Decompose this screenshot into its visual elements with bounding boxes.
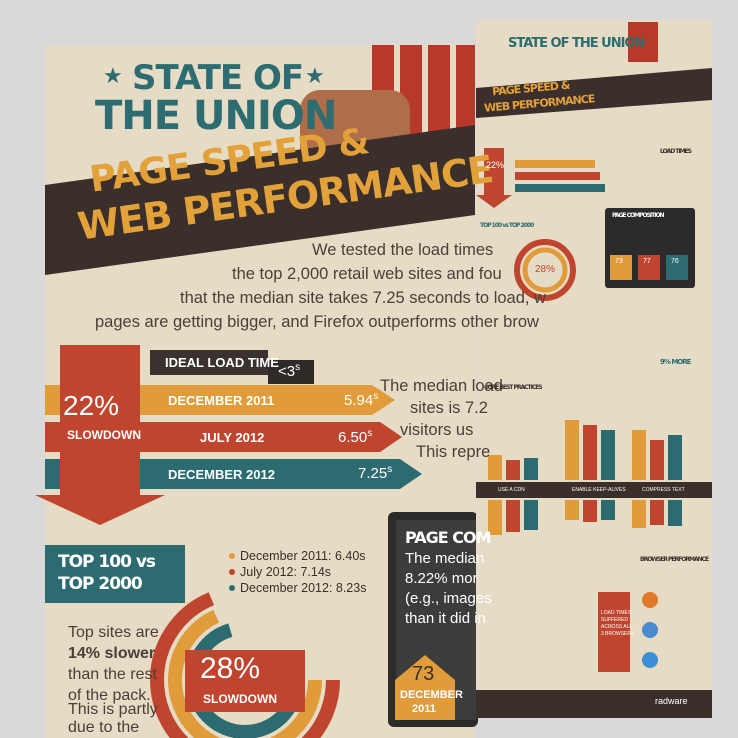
legend-dot bbox=[229, 585, 235, 591]
legend-entry: July 2012: 7.14s bbox=[240, 565, 332, 579]
composition-title: PAGE COM bbox=[405, 528, 492, 547]
row-unit: s bbox=[367, 428, 373, 439]
thumb-title: STATE OF THE UNION bbox=[508, 36, 645, 51]
thumb-slowdown: 28% bbox=[535, 264, 556, 275]
top100-banner bbox=[45, 545, 185, 603]
intro: We tested the load times bbox=[312, 241, 494, 259]
row-value: 7.25 bbox=[358, 465, 388, 482]
row-label: JULY 2012 bbox=[200, 430, 265, 445]
thumb-slowdown: 22% bbox=[486, 160, 505, 170]
thumb-composition: 76 bbox=[671, 258, 679, 265]
slowdown-label: SLOWDOWN bbox=[67, 428, 141, 442]
composition-value: 73 bbox=[412, 663, 435, 685]
banner bbox=[45, 125, 475, 275]
title: STATE OF bbox=[132, 58, 304, 98]
thumb-section: TOP 100 vs TOP 2000 bbox=[480, 222, 534, 229]
body-text: 14% slower bbox=[68, 645, 156, 662]
top100-title: TOP 100 vs bbox=[58, 552, 156, 572]
house bbox=[395, 655, 455, 720]
thumb-suffered: ACROSS ALL bbox=[601, 624, 633, 630]
composition-label: 2011 bbox=[412, 703, 436, 715]
row-unit: s bbox=[373, 391, 379, 402]
body-text: Top sites are bbox=[68, 624, 159, 641]
legend-entry: December 2012: 8.23s bbox=[240, 581, 367, 595]
median-text: This repre bbox=[416, 443, 491, 461]
slowdown-value: 28% bbox=[200, 652, 261, 685]
legend-entry: December 2011: 6.40s bbox=[240, 549, 366, 563]
star: ★ bbox=[305, 63, 325, 88]
median-text: visitors us bbox=[400, 421, 474, 439]
row-label: DECEMBER 2011 bbox=[168, 393, 275, 408]
composition-text: than it did in bbox=[405, 610, 486, 627]
top100-title: TOP 2000 bbox=[58, 574, 143, 594]
median-text: sites is 7.2 bbox=[410, 399, 488, 417]
thumb-banner bbox=[476, 68, 712, 118]
star: ★ bbox=[103, 63, 123, 88]
thumb-section: CORE BEST PRACTICES bbox=[484, 384, 543, 391]
row-bar bbox=[150, 350, 268, 375]
body-text: than the rest bbox=[68, 666, 157, 683]
composition-text: 8.22% mor bbox=[405, 570, 478, 587]
row-value-box bbox=[268, 360, 314, 384]
thumbnail bbox=[476, 20, 712, 718]
thumb-suffered: 3 BROWSERS bbox=[601, 631, 635, 637]
row-value: <3 bbox=[278, 363, 296, 380]
down-arrow bbox=[35, 345, 165, 525]
thumb-practice: USE A CDN bbox=[498, 487, 525, 493]
thumb-suffered: LOAD TIMES bbox=[601, 610, 632, 616]
legend-dot bbox=[229, 553, 235, 559]
body-text: due to the bbox=[68, 719, 140, 736]
body-text: of the pack. bbox=[68, 687, 151, 704]
row-unit: s bbox=[387, 464, 393, 475]
row-value: 5.94 bbox=[344, 392, 374, 409]
body-text: This is partly bbox=[68, 701, 158, 718]
thumb-footer bbox=[476, 690, 712, 718]
row-label: IDEAL LOAD TIME bbox=[165, 355, 279, 370]
legend-dot bbox=[229, 569, 235, 575]
thumb-composition: 73 bbox=[615, 258, 623, 265]
intro: that the median site takes 7.25 seconds … bbox=[180, 289, 546, 307]
thumb-suffered: SUFFERED bbox=[601, 617, 628, 623]
intro: the top 2,000 retail web sites and fou bbox=[232, 265, 502, 283]
practice-bars bbox=[476, 420, 712, 535]
thumb-composition: 77 bbox=[643, 258, 651, 265]
thumb-stripes bbox=[628, 22, 658, 62]
thumb-brand: radware bbox=[655, 696, 688, 706]
slowdown-label: SLOWDOWN bbox=[203, 692, 277, 706]
thumb-section: LOAD TIMES bbox=[660, 148, 692, 155]
thumb-suffered bbox=[598, 592, 630, 672]
thumb-section: BROWSER PERFORMANCE bbox=[640, 556, 709, 563]
row-unit: s bbox=[295, 362, 301, 373]
thumb-arrow bbox=[476, 148, 512, 208]
composition-text: The median bbox=[405, 550, 485, 567]
title: THE UNION bbox=[95, 93, 337, 139]
thumb-section: PAGE COMPOSITION bbox=[612, 212, 665, 219]
row-value: 6.50 bbox=[338, 429, 368, 446]
composition-label: DECEMBER bbox=[400, 689, 463, 701]
slowdown-ribbon bbox=[185, 650, 305, 712]
intro: pages are getting bigger, and Firefox ou… bbox=[95, 313, 539, 331]
composition-text: (e.g., images bbox=[405, 590, 492, 607]
thumb-practice: COMPRESS TEXT bbox=[642, 487, 685, 493]
median-text: The median load bbox=[380, 377, 503, 395]
thumb-more: 9% MORE bbox=[660, 358, 691, 366]
thumb-practice: ENABLE KEEP-ALIVES bbox=[572, 487, 626, 493]
row-label: DECEMBER 2012 bbox=[168, 467, 275, 482]
slowdown-value: 22% bbox=[63, 390, 120, 421]
